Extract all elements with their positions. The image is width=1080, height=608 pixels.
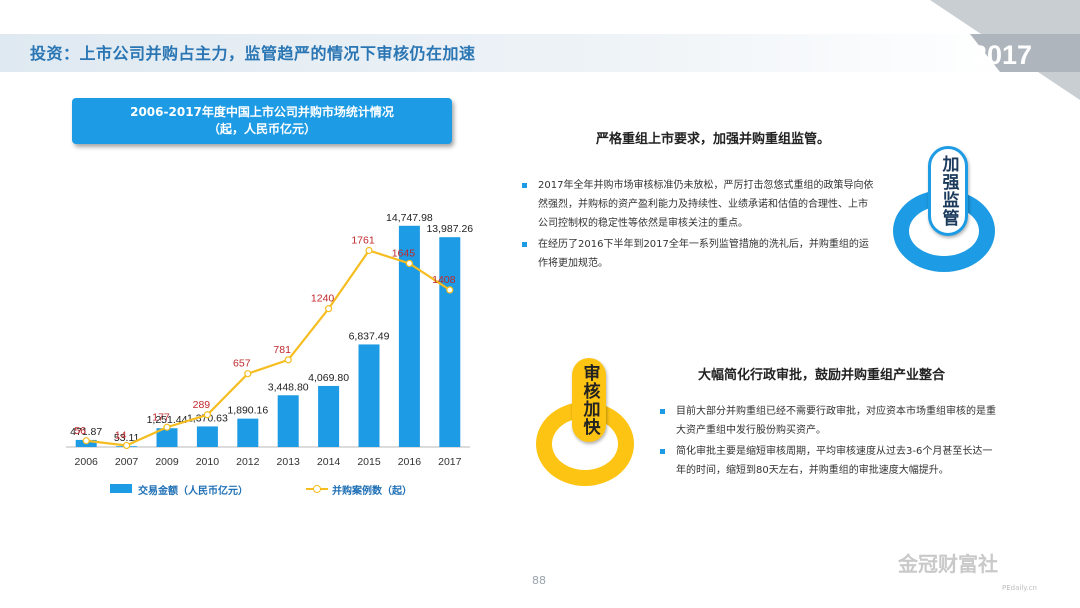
bar [398, 225, 420, 447]
legend-line-marker [313, 485, 321, 493]
bar-value-label: 53.11 [114, 432, 140, 444]
line-point [284, 356, 292, 364]
bar-value-label: 13,987.26 [426, 223, 473, 235]
x-tick-label: 2013 [277, 456, 301, 468]
line-value-label: 781 [273, 344, 291, 356]
list-item: 简化审批主要是缩短审核周期，平均审核速度从过去3-6个月甚至长达一年的时间，缩短… [660, 442, 998, 480]
tag-strengthen-supervision: 加强监管 [928, 146, 968, 236]
page-number: 88 [532, 574, 546, 587]
x-tick-label: 2016 [398, 456, 422, 468]
line-value-label: 14 [115, 429, 127, 441]
bar [237, 418, 259, 447]
x-tick-label: 2012 [236, 456, 260, 468]
line-value-label: 289 [193, 399, 211, 411]
legend-bar-swatch [110, 484, 132, 493]
x-tick-label: 2015 [357, 456, 381, 468]
bar-value-label: 3,448.80 [268, 381, 309, 393]
corner-decoration [930, 0, 1080, 100]
bullet-text: 目前大部分并购重组已经不需要行政审批，对应资本市场重组审核的是重大资产重组中发行… [676, 406, 996, 436]
bar-value-label: 4,069.80 [308, 372, 349, 384]
line-point [325, 305, 333, 313]
x-tick-label: 2014 [317, 456, 341, 468]
chart-title-line1: 2006-2017年度中国上市公司并购市场统计情况 [130, 105, 394, 119]
ma-chart: 471.87200653.1120071,251.4420091,370.632… [66, 212, 473, 468]
line-point [122, 441, 131, 450]
chart-title-box: 2006-2017年度中国上市公司并购市场统计情况 （起，人民币亿元） [72, 98, 452, 144]
line-point [365, 246, 373, 255]
watermark: 金冠财富社 [898, 552, 998, 576]
bar [196, 426, 218, 447]
line-value-label: 177 [152, 411, 170, 423]
x-tick-label: 2017 [438, 456, 462, 468]
page-title: 投资：上市公司并购占主力，监管趋严的情况下审核仍在加速 [30, 44, 476, 63]
bullet-text: 2017年全年并购市场审核标准仍未放松，严厉打击忽悠式重组的政策导向依然强烈，并… [538, 180, 874, 229]
bar [277, 395, 299, 447]
line-series [86, 249, 451, 447]
line-point [163, 423, 171, 431]
section1-heading: 严格重组上市要求，加强并购重组监管。 [596, 132, 831, 147]
line-point [405, 259, 413, 268]
legend-line-label: 并购案例数（起） [332, 486, 412, 497]
x-tick-label: 2010 [196, 456, 220, 468]
bar [358, 344, 380, 447]
tag-review-faster: 审核加快 [572, 358, 606, 442]
bullet-square-icon [660, 409, 665, 414]
bar-value-label: 6,837.49 [349, 330, 390, 342]
legend-bar-label: 交易金额（人民币亿元） [138, 486, 248, 497]
bar [439, 237, 461, 447]
bar-value-label: 471.87 [70, 426, 102, 438]
line-value-label: 1645 [392, 247, 416, 259]
line-value-label: 56 [74, 425, 86, 437]
line-value-label: 1761 [351, 235, 375, 247]
year-label: 2017 [971, 40, 1032, 70]
list-item: 目前大部分并购重组已经不需要行政审批，对应资本市场重组审核的是重大资产重组中发行… [660, 402, 998, 440]
title-bar [0, 34, 1010, 72]
bar-value-label: 14,747.98 [386, 212, 433, 224]
bullet-square-icon [660, 449, 665, 454]
line-value-label: 1408 [432, 274, 456, 286]
section1-bullets: 2017年全年并购市场审核标准仍未放松，严厉打击忽悠式重组的政策导向依然强烈，并… [522, 176, 874, 275]
line-point [244, 370, 252, 378]
line-point [446, 286, 454, 294]
line-value-label: 1240 [311, 293, 335, 305]
x-tick-label: 2006 [75, 456, 99, 468]
bar [318, 385, 340, 447]
bar-value-label: 1,890.16 [227, 405, 268, 417]
line-point [203, 411, 211, 419]
list-item: 2017年全年并购市场审核标准仍未放松，严厉打击忽悠式重组的政策导向依然强烈，并… [522, 176, 874, 233]
x-tick-label: 2009 [155, 456, 179, 468]
list-item: 在经历了2016下半年到2017全年一系列监管措施的洗礼后，并购重组的运作将更加… [522, 235, 874, 273]
bullet-text: 在经历了2016下半年到2017全年一系列监管措施的洗礼后，并购重组的运作将更加… [538, 239, 869, 269]
section2-heading: 大幅简化行政审批，鼓励并购重组产业整合 [698, 368, 946, 383]
bullet-square-icon [522, 242, 527, 247]
bullet-text: 简化审批主要是缩短审核周期，平均审核速度从过去3-6个月甚至长达一年的时间，缩短… [676, 446, 993, 476]
bar-value-label: 1,370.63 [187, 412, 228, 424]
section2-bullets: 目前大部分并购重组已经不需要行政审批，对应资本市场重组审核的是重大资产重组中发行… [660, 402, 998, 482]
bar [156, 428, 178, 447]
watermark-sub: PEdaily.cn [1002, 584, 1037, 592]
line-value-label: 657 [233, 358, 251, 370]
line-point [82, 437, 90, 445]
chart-title-line2: （起，人民币亿元） [207, 122, 316, 136]
bullet-square-icon [522, 183, 527, 188]
x-tick-label: 2007 [115, 456, 139, 468]
